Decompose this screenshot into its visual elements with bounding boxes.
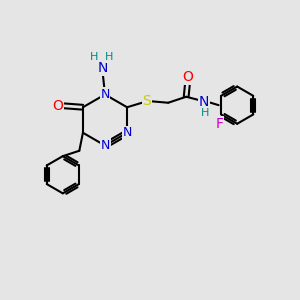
Text: O: O xyxy=(52,99,63,113)
Text: S: S xyxy=(142,94,151,108)
Text: H: H xyxy=(201,108,209,118)
Text: H: H xyxy=(89,52,98,62)
Text: N: N xyxy=(101,139,110,152)
Text: O: O xyxy=(182,70,193,84)
Text: N: N xyxy=(100,88,110,101)
Text: F: F xyxy=(216,117,224,131)
Text: N: N xyxy=(98,61,108,75)
Text: N: N xyxy=(122,126,132,139)
Text: N: N xyxy=(199,95,209,109)
Text: H: H xyxy=(105,52,113,62)
